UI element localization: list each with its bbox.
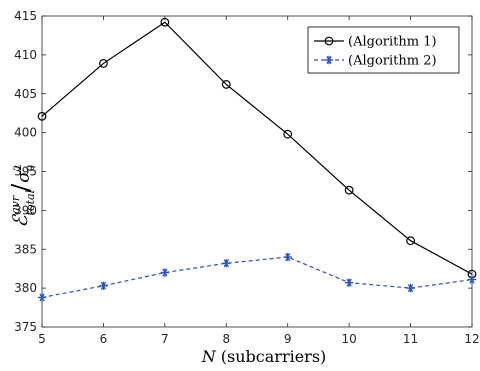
x-axis-label-unit: (subcarriers) xyxy=(216,347,327,366)
data-point-algorithm-1 xyxy=(344,185,354,195)
y-tick-label: 410 xyxy=(14,48,37,62)
data-point-algorithm-2 xyxy=(344,278,354,287)
y-label-symbol: ℰ xyxy=(8,214,32,228)
data-point-algorithm-1 xyxy=(221,80,231,89)
y-tick-label: 385 xyxy=(14,242,37,256)
data-point-algorithm-2 xyxy=(283,252,292,262)
x-tick-label: 9 xyxy=(284,332,292,346)
y-tick-label: 400 xyxy=(14,126,37,140)
data-point-algorithm-1 xyxy=(160,17,170,27)
x-tick-label: 12 xyxy=(464,332,479,346)
y-label-slash: / xyxy=(7,183,35,192)
x-tick-label: 5 xyxy=(38,332,46,346)
y-tick-label: 375 xyxy=(14,320,37,334)
data-point-algorithm-2 xyxy=(222,259,231,268)
legend-label-algorithm-1: (Algorithm 1) xyxy=(348,35,437,50)
data-point-algorithm-2 xyxy=(37,293,47,302)
y-axis-label-text: ℰtotalavr /σ02 xyxy=(7,164,37,227)
y-tick-labels: 375 380 385 390 395 400 405 410 415 xyxy=(14,9,37,334)
legend-entry-algorithm-2: (Algorithm 2) xyxy=(314,54,437,69)
x-axis-label: N (subcarriers) xyxy=(201,347,327,366)
data-point-algorithm-1 xyxy=(37,111,47,121)
y-label-sigma-sub: 0 xyxy=(26,165,37,171)
data-point-algorithm-1 xyxy=(406,236,415,246)
x-tick-label: 10 xyxy=(342,332,357,346)
y-label-sub: total xyxy=(24,189,37,215)
x-axis-label-var: N xyxy=(201,347,217,366)
plot-area xyxy=(37,17,477,302)
y-label-sup: avr xyxy=(9,195,22,214)
legend-marker-algorithm-1 xyxy=(324,36,334,46)
y-tick-label: 415 xyxy=(14,9,37,23)
legend-marker-algorithm-2 xyxy=(324,55,334,65)
y-tick-label: 395 xyxy=(14,165,37,179)
x-tick-label: 11 xyxy=(403,332,418,346)
x-tick-label: 8 xyxy=(222,332,230,346)
data-point-algorithm-2 xyxy=(467,275,477,284)
y-axis-label: ℰtotalavr /σ02 xyxy=(7,164,37,227)
x-tick-label: 7 xyxy=(161,332,169,346)
axes xyxy=(41,15,473,328)
y-tick-label: 380 xyxy=(14,281,37,295)
legend-entry-algorithm-1: (Algorithm 1) xyxy=(314,35,437,50)
data-point-algorithm-2 xyxy=(406,283,415,293)
data-point-algorithm-2 xyxy=(160,268,170,277)
y-tick-label: 405 xyxy=(14,87,37,101)
y-label-sigma-sup: 2 xyxy=(13,164,24,170)
legend-asterisk xyxy=(324,55,334,65)
data-point-algorithm-2 xyxy=(99,281,108,290)
x-tick-label: 6 xyxy=(100,332,108,346)
legend-label-algorithm-2: (Algorithm 2) xyxy=(348,54,437,69)
data-point-algorithm-1 xyxy=(99,59,108,68)
legend: (Algorithm 1) (Algorithm 2) xyxy=(307,26,460,74)
y-label-sigma: σ xyxy=(14,171,34,183)
legend-box xyxy=(307,26,460,74)
data-point-algorithm-1 xyxy=(283,129,293,139)
x-tick-labels: 5 6 7 8 9 10 11 12 xyxy=(38,332,479,346)
y-tick-label: 390 xyxy=(14,203,37,217)
series-line-algorithm-2 xyxy=(41,256,473,299)
series-line-algorithm-1 xyxy=(41,21,473,275)
